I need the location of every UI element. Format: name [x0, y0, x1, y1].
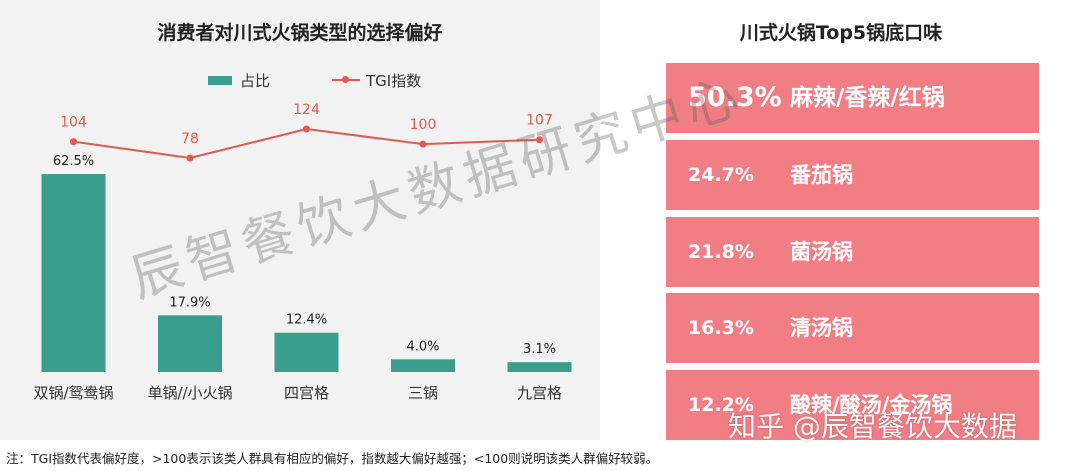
flavor-name: 麻辣/香辣/红锅 — [790, 85, 945, 111]
zhihu-watermark: 知乎 @辰智餐饮大数据 — [728, 410, 1017, 443]
tgi-point — [70, 138, 77, 146]
category-label: 双锅/鸳鸯锅 — [33, 384, 113, 402]
flavor-name: 番茄锅 — [790, 163, 853, 187]
legend-bar-label: 占比 — [240, 72, 271, 90]
legend-line-label: TGI指数 — [366, 72, 422, 90]
flavor-name: 菌汤锅 — [790, 240, 853, 264]
flavor-percent: 50.3% — [688, 82, 782, 113]
type-preference-chart-panel: 消费者对川式火锅类型的选择偏好 占比 TGI指数 62.5% 17.9% 12.4%… — [0, 0, 600, 440]
footnote: 注：TGI指数代表偏好度，>100表示该类人群具有相应的偏好，指数越大偏好越强；… — [6, 451, 659, 466]
bar — [274, 332, 339, 372]
tgi-point — [303, 125, 310, 133]
flavor-name: 酸辣/酸汤/金汤锅 — [790, 393, 953, 417]
bar-value-label: 62.5% — [53, 154, 94, 169]
flavor-percent: 24.7% — [688, 164, 754, 186]
flavor-percent: 16.3% — [688, 317, 754, 339]
bar — [41, 174, 106, 372]
category-label: 单锅//小火锅 — [147, 384, 232, 402]
category-label: 三锅 — [408, 384, 438, 402]
bar-value-label: 4.0% — [406, 339, 439, 354]
bar — [391, 359, 455, 372]
flavor-box-2: 24.7% 番茄锅 — [666, 140, 1039, 210]
flavor-percent: 12.2% — [688, 394, 754, 416]
legend-line-swatch — [332, 74, 360, 86]
flavor-box-4: 16.3% 清汤锅 — [666, 293, 1039, 363]
tgi-value-label: 100 — [410, 117, 437, 133]
bar-value-label: 12.4% — [286, 313, 327, 328]
bar — [158, 315, 222, 372]
flavor-name: 清汤锅 — [790, 316, 853, 340]
legend-bar-swatch — [208, 76, 232, 85]
bar-value-label: 17.9% — [169, 295, 210, 310]
tgi-value-label: 104 — [60, 115, 87, 131]
tgi-point — [419, 140, 427, 148]
tgi-value-label: 78 — [181, 131, 199, 147]
chart-title: 消费者对川式火锅类型的选择偏好 — [157, 22, 443, 44]
tgi-point — [536, 136, 543, 144]
flavor-box-5: 12.2% 酸辣/酸汤/金汤锅 — [666, 370, 1039, 440]
tgi-value-label: 124 — [293, 102, 320, 118]
bar-value-label: 3.1% — [523, 342, 556, 357]
top5-flavor-panel: 川式火锅Top5锅底口味 50.3% 麻辣/香辣/红锅 24.7% 番茄锅 21… — [602, 0, 1080, 440]
tgi-point — [186, 154, 194, 162]
flavor-box-1: 50.3% 麻辣/香辣/红锅 — [666, 63, 1039, 133]
top5-title: 川式火锅Top5锅底口味 — [739, 22, 943, 44]
flavor-percent: 21.8% — [688, 241, 754, 263]
bar — [507, 362, 572, 372]
category-label: 四宫格 — [284, 384, 329, 402]
bar-line-chart: 62.5% 17.9% 12.4% 4.0% 3.1% 双锅/鸳鸯锅 单锅//小火锅 四宫格 三… — [33, 102, 572, 402]
category-label: 九宫格 — [517, 384, 562, 402]
flavor-box-3: 21.8% 菌汤锅 — [666, 217, 1039, 287]
tgi-value-label: 107 — [526, 113, 553, 129]
